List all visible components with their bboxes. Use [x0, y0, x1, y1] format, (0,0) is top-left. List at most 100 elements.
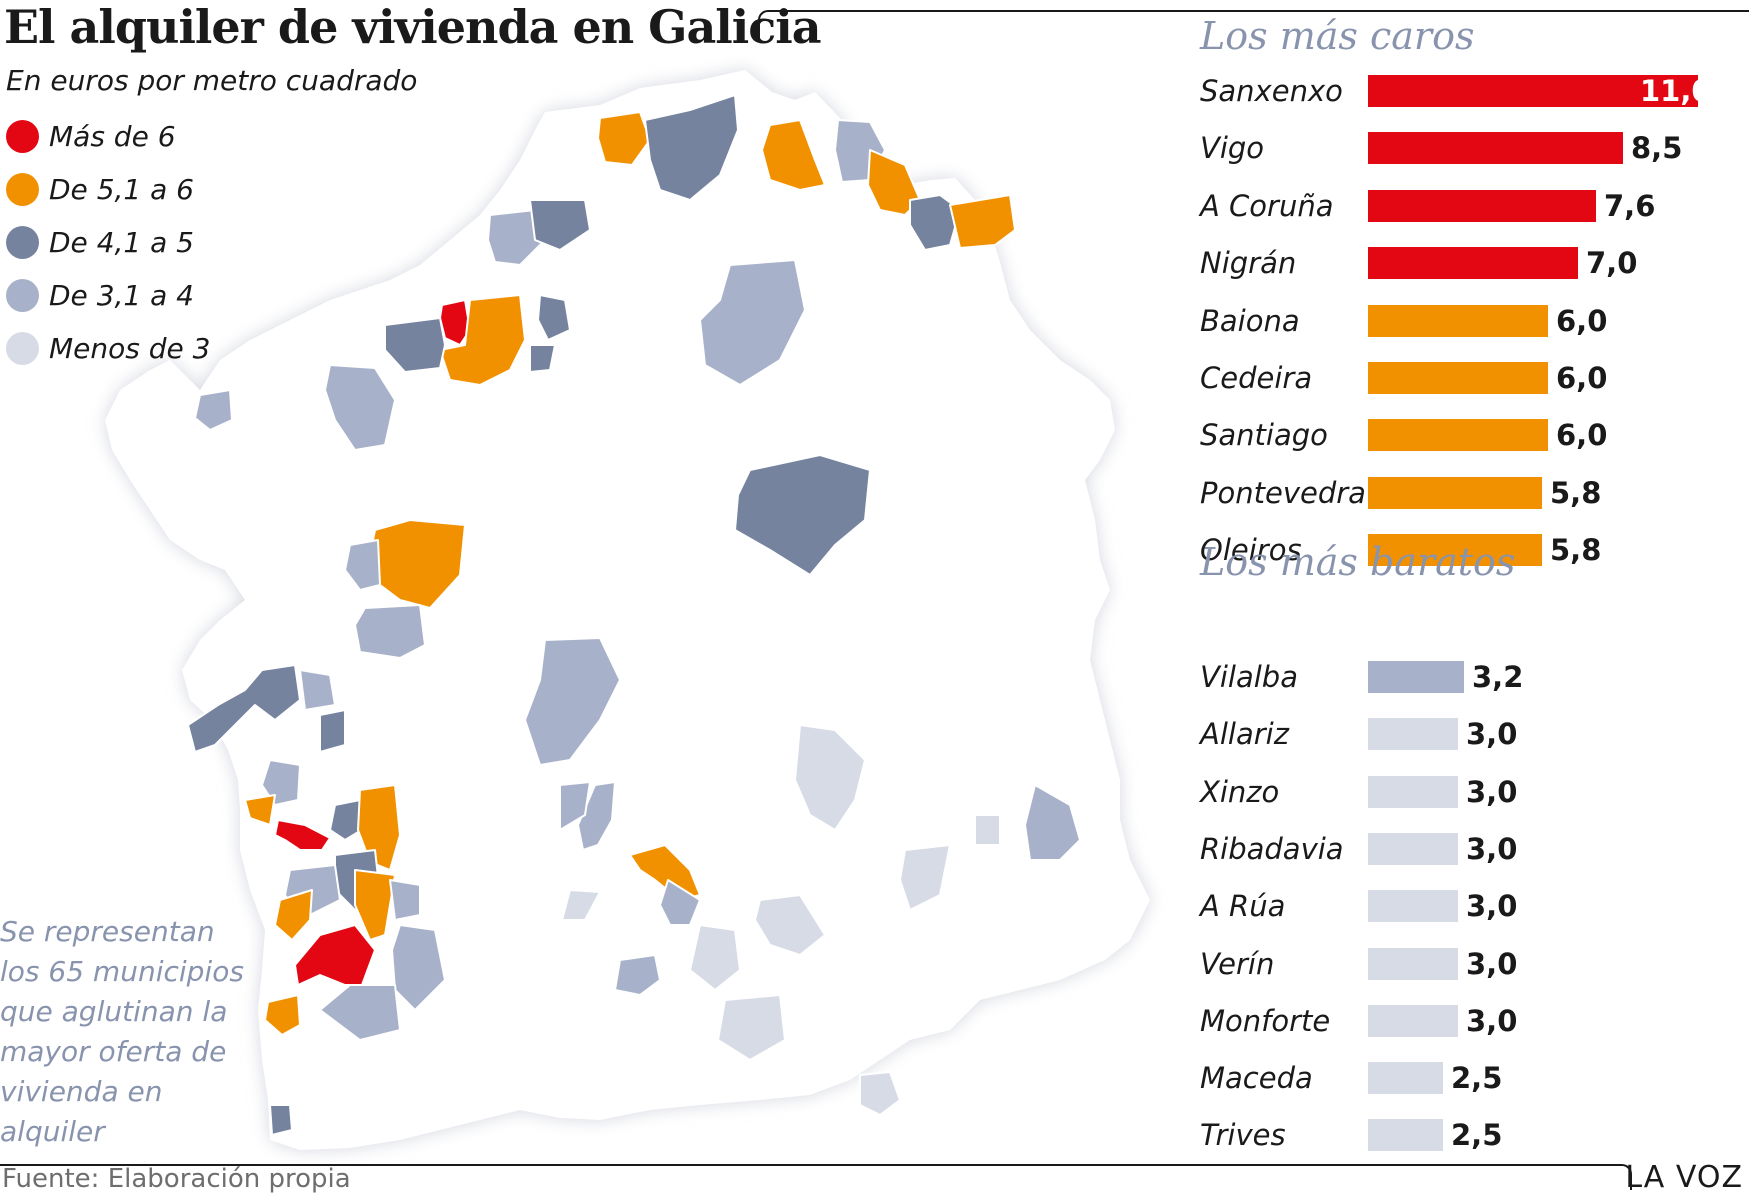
bar	[1368, 1004, 1458, 1037]
bar-value-label: 5,8	[1550, 533, 1602, 568]
municipality	[194, 389, 233, 431]
cheap-row: Maceda 2,5	[1200, 1058, 1749, 1098]
expensive-row: Cedeira 6,0	[1200, 358, 1749, 398]
bar-label: Santiago	[1200, 418, 1328, 453]
municipality	[344, 539, 381, 591]
bar	[1368, 247, 1578, 280]
bar	[1368, 718, 1458, 751]
bar-label: Vilalba	[1200, 660, 1298, 694]
municipality	[299, 669, 336, 711]
bar-value-label: 3,0	[1466, 774, 1518, 809]
municipality	[319, 709, 346, 753]
expensive-title: Los más caros	[1200, 14, 1475, 58]
cheap-row: Monforte 3,0	[1200, 1001, 1749, 1041]
bar	[1368, 75, 1698, 107]
bar-label: A Coruña	[1200, 188, 1334, 223]
municipality	[699, 259, 806, 386]
municipality	[754, 894, 826, 956]
expensive-row: Nigrán 7,0	[1200, 243, 1749, 283]
bar	[1368, 189, 1596, 222]
bar-label: Vigo	[1200, 131, 1265, 166]
bar-label: Cedeira	[1200, 361, 1313, 395]
municipality	[644, 94, 739, 201]
legend-swatch	[6, 120, 39, 153]
municipality	[794, 724, 866, 831]
legend-item: Más de 6	[6, 110, 210, 163]
municipality	[899, 844, 951, 911]
legend-label: Menos de 3	[49, 332, 211, 365]
bar-label: Pontevedra	[1200, 475, 1366, 510]
municipality	[187, 664, 301, 753]
bar	[1368, 534, 1542, 567]
bar-label: A Rúa	[1200, 889, 1286, 924]
legend: Más de 6 De 5,1 a 6 De 4,1 a 5 De 3,1 a …	[6, 110, 210, 375]
municipality	[1024, 784, 1081, 861]
municipality	[909, 194, 961, 251]
cheap-row: Trives 2,5	[1200, 1115, 1749, 1155]
expensive-row: Oleiros 5,8	[1200, 530, 1749, 570]
municipality	[659, 879, 701, 926]
cheap-row: Ribadavia 3,0	[1200, 829, 1749, 869]
expensive-row: Sanxenxo 11,0	[1200, 71, 1749, 111]
legend-item: De 3,1 a 4	[6, 269, 210, 322]
municipality	[269, 1104, 293, 1136]
bar-value-label: 3,0	[1466, 717, 1518, 752]
municipality	[614, 954, 661, 996]
legend-label: De 3,1 a 4	[49, 279, 194, 312]
municipality	[537, 294, 571, 341]
municipality	[974, 814, 1001, 846]
bar	[1368, 476, 1542, 509]
municipality	[294, 924, 376, 986]
municipality	[529, 344, 556, 373]
municipality	[389, 879, 421, 921]
source-note: Fuente: Elaboración propia	[2, 1164, 351, 1194]
municipality	[324, 364, 396, 451]
bar-value-label: 6,0	[1556, 303, 1608, 338]
municipality	[357, 784, 401, 871]
bar-value-label: 2,5	[1451, 1118, 1503, 1153]
legend-item: De 4,1 a 5	[6, 216, 210, 269]
expensive-row: A Coruña 7,6	[1200, 186, 1749, 226]
legend-label: Más de 6	[49, 120, 176, 153]
municipality	[274, 819, 331, 851]
municipality	[319, 984, 401, 1041]
bar-label: Ribadavia	[1200, 831, 1344, 866]
municipality	[561, 889, 601, 921]
legend-label: De 4,1 a 5	[49, 226, 194, 259]
bar-value-label: 3,0	[1466, 1003, 1518, 1038]
legend-swatch	[6, 332, 39, 365]
expensive-row: Santiago 6,0	[1200, 415, 1749, 455]
title-rule	[758, 10, 1749, 40]
legend-item: De 5,1 a 6	[6, 163, 210, 216]
bar-label: Trives	[1200, 1118, 1286, 1153]
legend-label: De 5,1 a 6	[49, 173, 194, 206]
chart-subtitle: En euros por metro cuadrado	[6, 64, 418, 97]
bar-value-label: 8,5	[1631, 131, 1683, 166]
municipality	[867, 149, 921, 216]
municipality	[949, 194, 1016, 249]
cheap-title: Los más baratos	[1200, 540, 1516, 584]
bar	[1368, 890, 1458, 923]
bar	[1368, 1119, 1443, 1152]
municipality	[717, 994, 786, 1061]
expensive-row: Pontevedra 5,8	[1200, 473, 1749, 513]
legend-swatch	[6, 173, 39, 206]
bar-value-label: 5,8	[1550, 475, 1602, 510]
bar-label: Allariz	[1200, 717, 1289, 752]
bar-label: Maceda	[1200, 1061, 1313, 1096]
bar-label: Oleiros	[1200, 533, 1302, 568]
bar	[1368, 1062, 1443, 1095]
legend-swatch	[6, 226, 39, 259]
municipality	[524, 637, 621, 766]
expensive-row: Vigo 8,5	[1200, 128, 1749, 168]
bar	[1368, 947, 1458, 980]
cheap-row: Vilalba 3,2	[1200, 657, 1749, 697]
bar-value-label: 7,0	[1586, 246, 1638, 281]
bar-value-label: 3,0	[1466, 946, 1518, 981]
municipality	[577, 781, 616, 851]
municipality	[734, 454, 871, 576]
legend-item: Menos de 3	[6, 322, 210, 375]
bar-label: Xinzo	[1200, 774, 1280, 809]
cheap-row: Allariz 3,0	[1200, 714, 1749, 754]
municipality	[384, 317, 446, 373]
